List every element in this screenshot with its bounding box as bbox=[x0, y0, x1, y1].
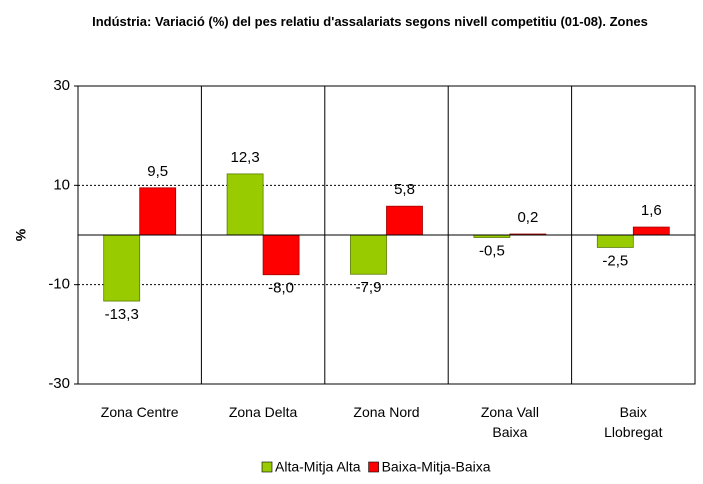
data-label: 9,5 bbox=[147, 163, 168, 180]
bar bbox=[262, 234, 300, 276]
data-label: -13,3 bbox=[105, 306, 139, 323]
data-label: 12,3 bbox=[230, 149, 259, 166]
y-tick-label: -30 bbox=[48, 375, 70, 392]
bar bbox=[386, 205, 423, 236]
x-tick-label: Zona Delta bbox=[228, 404, 298, 420]
bar bbox=[226, 173, 264, 236]
x-tick-label: Zona Vall Baixa bbox=[480, 404, 539, 440]
data-label: -0,5 bbox=[479, 242, 505, 259]
data-label: -7,9 bbox=[356, 279, 382, 296]
y-tick-label: 10 bbox=[53, 176, 70, 193]
bar bbox=[350, 234, 387, 275]
x-tick-label: Baix Llobregat bbox=[604, 404, 663, 440]
data-label: 5,8 bbox=[394, 181, 415, 198]
y-tick-label: 30 bbox=[53, 77, 70, 94]
legend-swatch bbox=[368, 461, 379, 473]
data-label: 0,2 bbox=[517, 209, 538, 226]
data-label: 1,6 bbox=[641, 202, 662, 219]
y-tick-label: -10 bbox=[48, 276, 70, 293]
bar bbox=[139, 187, 177, 236]
x-tick-label: Zona Nord bbox=[353, 404, 420, 420]
bar bbox=[596, 234, 634, 248]
legend-swatch bbox=[261, 461, 273, 473]
chart-title: Indústria: Variació (%) del pes relatiu … bbox=[92, 14, 648, 29]
data-label: -2,5 bbox=[602, 252, 628, 269]
bar bbox=[632, 226, 670, 236]
x-tick-label: Zona Centre bbox=[100, 404, 179, 420]
legend-label: Baixa-Mitja-Baixa bbox=[382, 459, 491, 475]
bar bbox=[103, 234, 141, 302]
data-label: -8,0 bbox=[268, 280, 294, 297]
y-axis-label: % bbox=[13, 228, 29, 241]
legend-label: Alta-Mitja Alta bbox=[275, 459, 361, 475]
